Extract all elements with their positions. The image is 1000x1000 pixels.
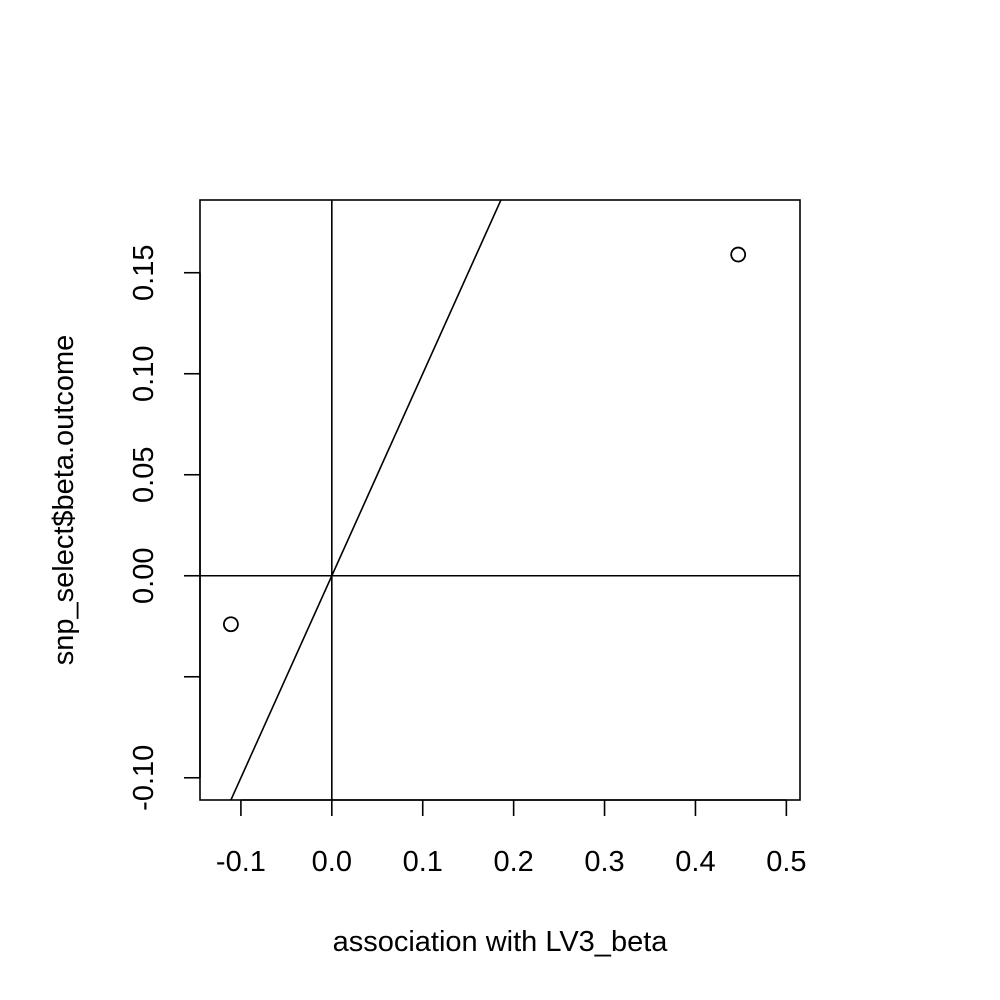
y-tick-label: -0.10 [128, 745, 160, 811]
fit-line [230, 200, 502, 800]
y-tick-label: 0.10 [128, 346, 160, 402]
x-tick-label: 0.0 [312, 846, 352, 878]
x-tick-label: 0.4 [675, 846, 715, 878]
data-points [223, 246, 747, 633]
plot-frame [199, 199, 801, 801]
x-tick-label: -0.1 [216, 846, 266, 878]
y-tick-label: 0.15 [128, 245, 160, 301]
y-axis: -0.10 0.00 0.05 0.10 0.15 [128, 245, 201, 811]
x-axis: -0.1 0.0 0.1 0.2 0.3 0.4 0.5 [216, 799, 807, 878]
data-point-2 [730, 246, 747, 263]
data-point-1 [223, 616, 239, 633]
y-tick-label: 0.05 [128, 447, 160, 503]
x-tick-label: 0.2 [493, 846, 533, 878]
x-axis-title: association with LV3_beta [333, 926, 669, 958]
x-tick-label: 0.3 [584, 846, 624, 878]
y-tick-label: 0.00 [128, 548, 160, 604]
x-tick-label: 0.5 [766, 846, 806, 878]
reference-lines [200, 200, 800, 800]
y-axis-title: snp_select$beta.outcome [48, 335, 80, 666]
x-tick-label: 0.1 [403, 846, 443, 878]
